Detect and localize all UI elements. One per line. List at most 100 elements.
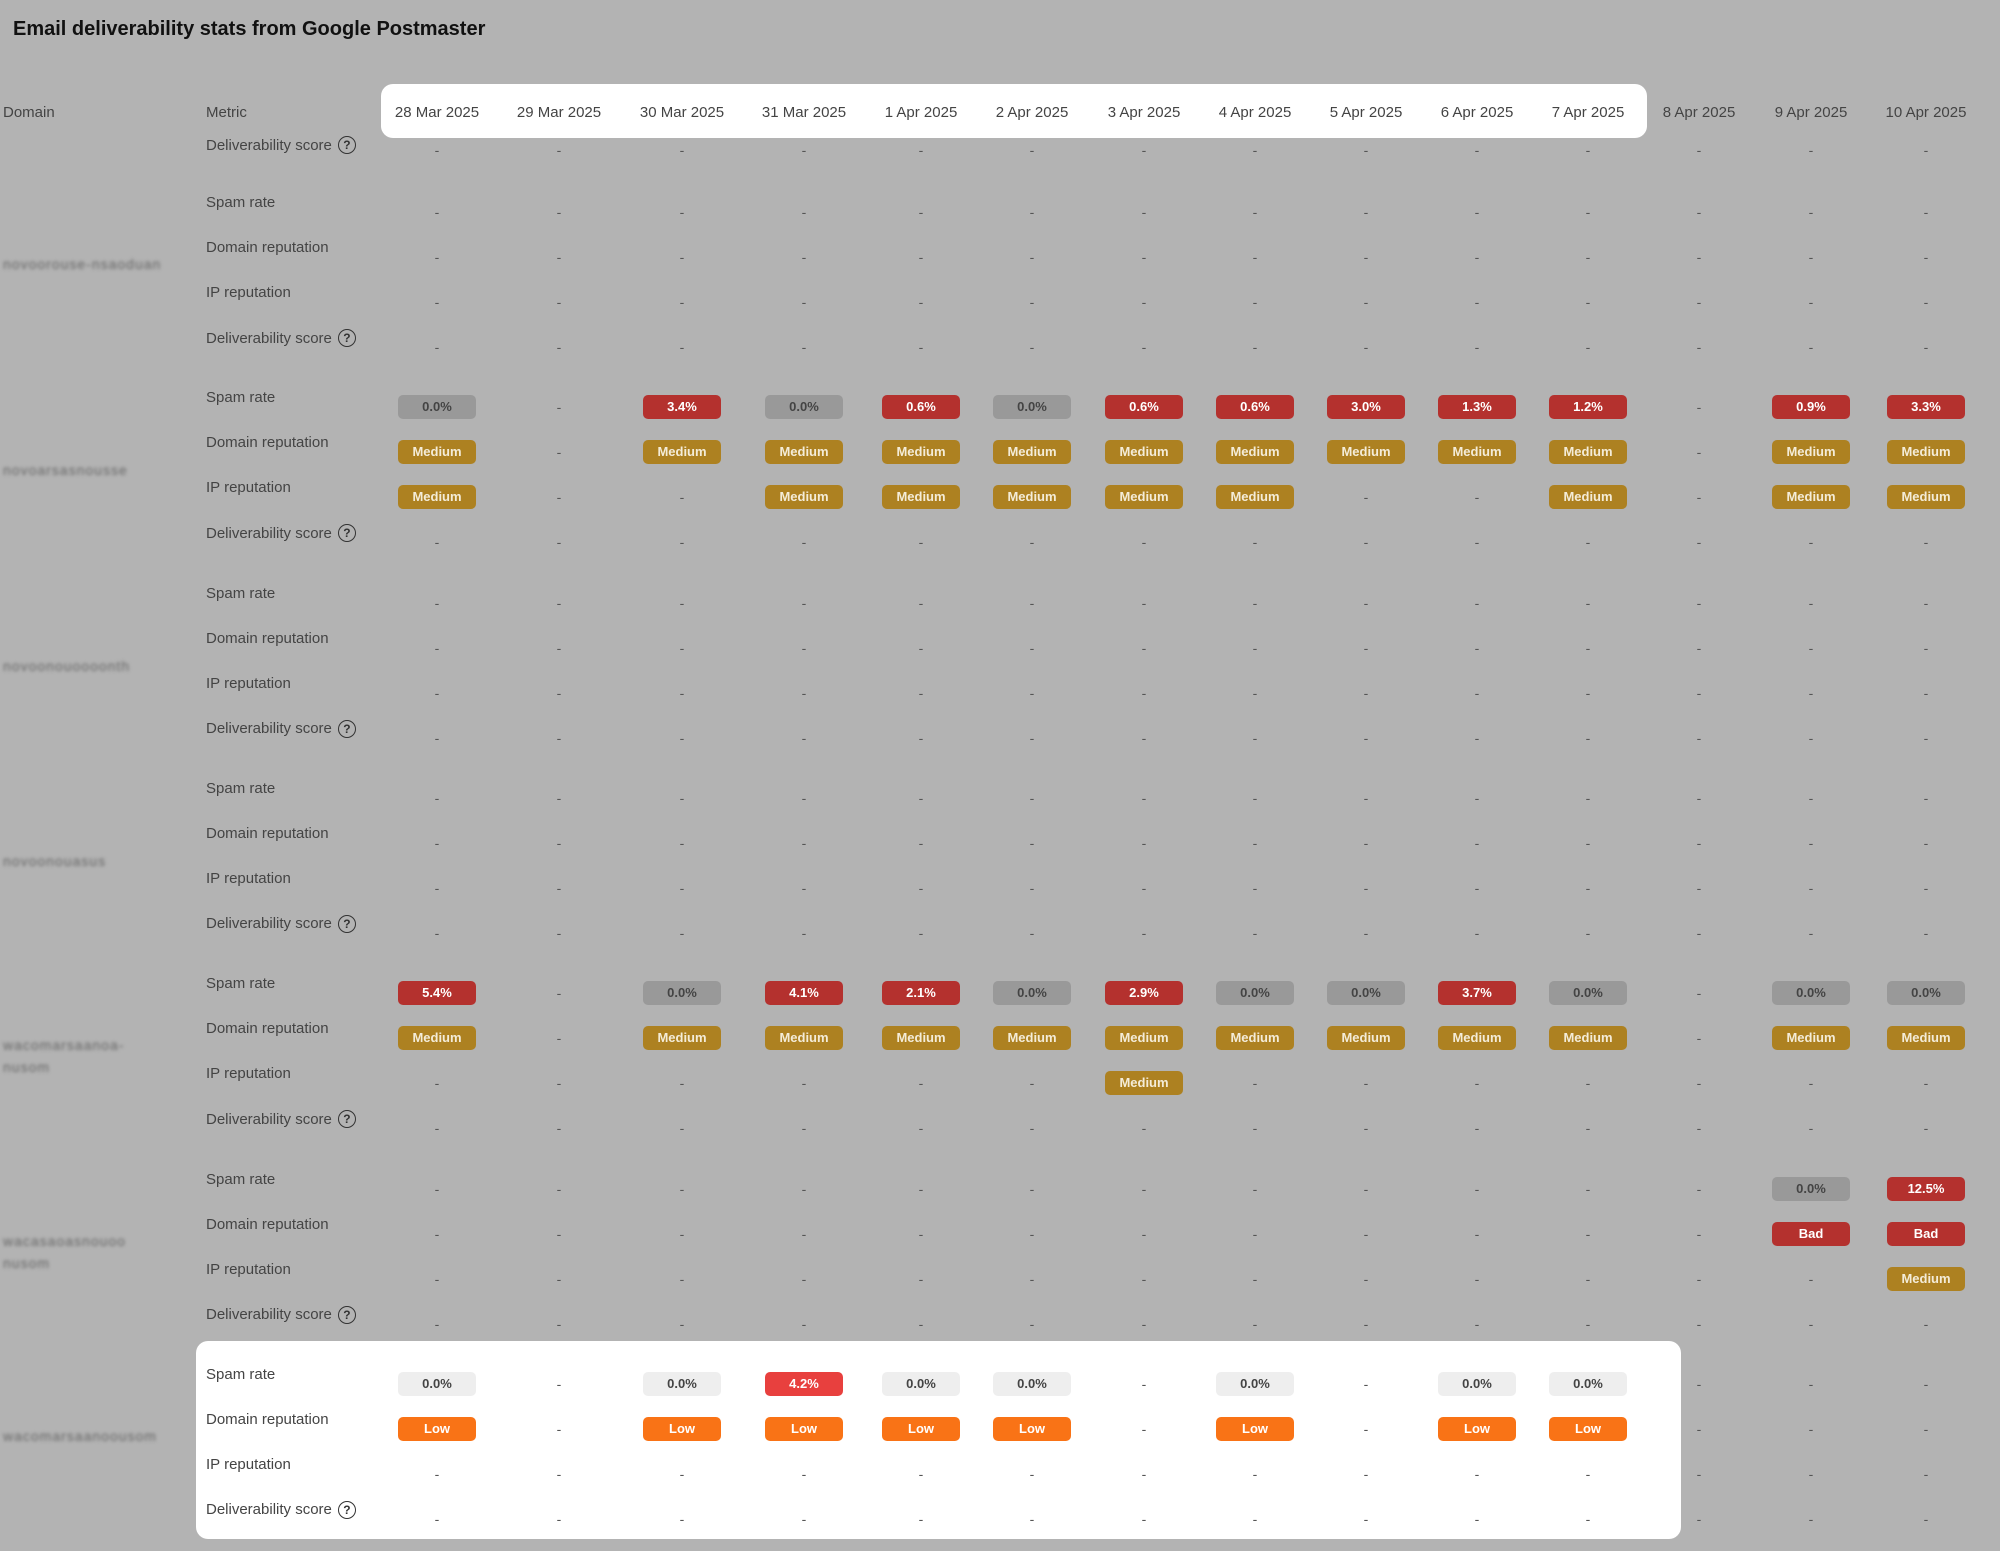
empty-cell: - <box>1474 879 1480 896</box>
empty-cell: - <box>1923 729 1929 746</box>
empty-cell: - <box>1252 339 1258 355</box>
empty-cell: - <box>918 834 924 851</box>
metric-cell: 0.0% <box>1327 981 1405 1006</box>
empty-cell: - <box>1029 249 1035 265</box>
reputation-badge: Medium <box>398 485 476 510</box>
empty-cell: - <box>1474 534 1480 551</box>
empty-cell: - <box>1029 639 1035 656</box>
spam-rate-badge: 0.0% <box>398 395 476 420</box>
empty-cell: - <box>1363 1510 1369 1527</box>
help-circle-icon[interactable]: ? <box>337 1110 356 1129</box>
empty-cell: - <box>918 594 924 611</box>
metric-label-domain: Domain reputation <box>206 1216 329 1233</box>
metric-cell: Medium <box>882 440 960 465</box>
metric-cell: 0.9% <box>1772 395 1850 420</box>
empty-cell: - <box>1585 534 1591 551</box>
empty-cell: - <box>1363 1315 1369 1332</box>
empty-cell: - <box>1363 294 1369 310</box>
empty-cell: - <box>679 249 685 265</box>
spam-rate-badge: 0.0% <box>1216 981 1294 1006</box>
metric-label-deliv: Deliverability score? <box>206 719 356 738</box>
reputation-badge: Medium <box>1327 440 1405 465</box>
empty-cell: - <box>1808 879 1814 896</box>
empty-cell: - <box>679 879 685 896</box>
metric-cell: Medium <box>398 485 476 510</box>
empty-cell: - <box>1585 249 1591 265</box>
empty-cell: - <box>1029 789 1035 806</box>
metric-cell: 3.4% <box>643 395 721 420</box>
empty-cell: - <box>556 1465 562 1482</box>
metric-label-text: Deliverability score <box>206 329 332 347</box>
empty-cell: - <box>1363 924 1369 941</box>
empty-cell: - <box>918 1510 924 1527</box>
metric-label-text: Domain reputation <box>206 1020 329 1038</box>
reputation-badge: Medium <box>1105 1071 1183 1096</box>
empty-cell: - <box>679 489 685 506</box>
empty-cell: - <box>1474 339 1480 355</box>
help-circle-icon[interactable]: ? <box>337 329 356 347</box>
reputation-badge: Medium <box>1327 1026 1405 1051</box>
metric-cell: Medium <box>1438 1026 1516 1051</box>
metric-cell: 2.9% <box>1105 981 1183 1006</box>
metric-cell: Medium <box>1216 485 1294 510</box>
empty-cell: - <box>1808 1315 1814 1332</box>
empty-cell: - <box>1141 1225 1147 1242</box>
spam-rate-badge: 3.0% <box>1327 395 1405 420</box>
empty-cell: - <box>556 339 562 355</box>
empty-cell: - <box>1363 1075 1369 1092</box>
metric-cell: Medium <box>1772 485 1850 510</box>
metric-label-deliv: Deliverability score? <box>206 1500 356 1519</box>
spam-rate-badge: 0.0% <box>1438 1371 1516 1396</box>
empty-cell: - <box>1923 834 1929 851</box>
empty-cell: - <box>1363 594 1369 611</box>
empty-cell: - <box>1141 1375 1147 1392</box>
empty-cell: - <box>1363 1270 1369 1287</box>
metric-label-text: Deliverability score <box>206 524 332 542</box>
empty-cell: - <box>918 249 924 265</box>
empty-cell: - <box>1696 594 1702 611</box>
empty-cell: - <box>679 789 685 806</box>
metric-cell: Medium <box>765 1026 843 1051</box>
empty-cell: - <box>918 1465 924 1482</box>
empty-cell: - <box>1696 1270 1702 1287</box>
empty-cell: - <box>1474 1180 1480 1197</box>
date-column-header: 1 Apr 2025 <box>884 104 958 121</box>
help-circle-icon[interactable]: ? <box>337 1305 356 1324</box>
empty-cell: - <box>556 1075 562 1092</box>
reputation-badge: Low <box>1438 1416 1516 1441</box>
empty-cell: - <box>1141 339 1147 355</box>
help-circle-icon[interactable]: ? <box>337 136 356 154</box>
empty-cell: - <box>1923 294 1929 310</box>
metric-label-deliv: Deliverability score? <box>206 136 356 154</box>
help-circle-icon[interactable]: ? <box>337 719 356 738</box>
metric-label-ip: IP reputation <box>206 1456 291 1473</box>
metric-label-text: Spam rate <box>206 194 276 211</box>
empty-cell: - <box>1808 534 1814 551</box>
metric-cell: Medium <box>1549 485 1627 510</box>
empty-cell: - <box>434 729 440 746</box>
empty-cell: - <box>1029 339 1035 355</box>
spam-rate-badge: 0.6% <box>882 395 960 420</box>
metric-cell: 0.6% <box>1105 395 1183 420</box>
metric-cell: Medium <box>1772 440 1850 465</box>
empty-cell: - <box>556 1270 562 1287</box>
metric-label-spam: Spam rate <box>206 1366 275 1383</box>
empty-cell: - <box>1252 924 1258 941</box>
help-circle-icon[interactable]: ? <box>337 914 356 933</box>
metric-cell: Medium <box>1105 440 1183 465</box>
metric-cell: Medium <box>765 485 843 510</box>
empty-cell: - <box>1029 684 1035 701</box>
empty-cell: - <box>1141 639 1147 656</box>
metric-cell: Low <box>1438 1416 1516 1441</box>
help-circle-icon[interactable]: ? <box>337 524 356 543</box>
help-circle-icon[interactable]: ? <box>337 1500 356 1519</box>
empty-cell: - <box>556 534 562 551</box>
metric-cell: Medium <box>643 440 721 465</box>
empty-cell: - <box>1029 924 1035 941</box>
metric-label-ip: IP reputation <box>206 870 291 887</box>
empty-cell: - <box>1808 204 1814 220</box>
empty-cell: - <box>1363 1420 1369 1437</box>
empty-cell: - <box>1474 789 1480 806</box>
empty-cell: - <box>556 834 562 851</box>
empty-cell: - <box>1141 534 1147 551</box>
